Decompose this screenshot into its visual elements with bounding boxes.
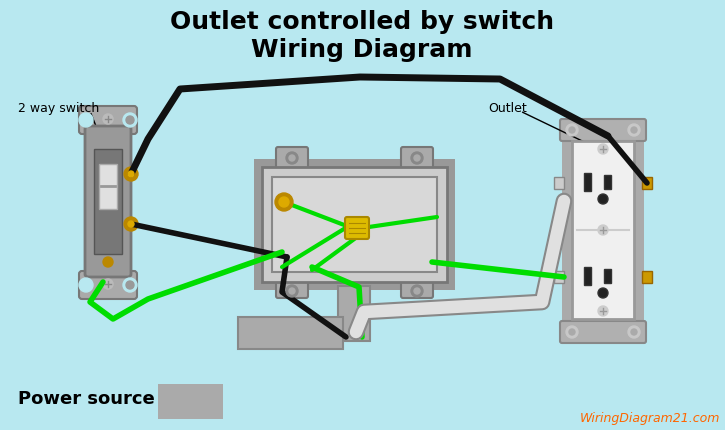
Bar — [572, 141, 634, 319]
Circle shape — [414, 156, 420, 162]
Circle shape — [566, 326, 578, 338]
FancyBboxPatch shape — [560, 120, 646, 141]
Circle shape — [628, 326, 640, 338]
FancyBboxPatch shape — [560, 321, 646, 343]
FancyBboxPatch shape — [401, 276, 433, 298]
Circle shape — [414, 289, 420, 294]
Circle shape — [286, 286, 298, 297]
Bar — [238, 317, 343, 349]
Circle shape — [411, 286, 423, 297]
Bar — [584, 174, 591, 191]
Circle shape — [631, 329, 637, 335]
Circle shape — [123, 114, 137, 128]
Circle shape — [598, 306, 608, 316]
Circle shape — [103, 258, 113, 267]
Bar — [604, 269, 611, 283]
FancyBboxPatch shape — [276, 147, 308, 174]
Bar — [554, 271, 564, 283]
Circle shape — [598, 225, 608, 236]
Bar — [272, 178, 437, 272]
Bar — [99, 165, 117, 209]
Circle shape — [566, 125, 578, 137]
Circle shape — [103, 280, 113, 289]
Text: Power source: Power source — [18, 389, 154, 407]
Bar — [604, 175, 611, 190]
Circle shape — [123, 278, 137, 292]
Bar — [254, 160, 455, 290]
Circle shape — [124, 168, 138, 181]
Circle shape — [79, 114, 93, 128]
Bar — [562, 122, 644, 339]
FancyBboxPatch shape — [401, 147, 433, 174]
Bar — [584, 267, 591, 286]
FancyBboxPatch shape — [79, 107, 137, 135]
Circle shape — [103, 115, 113, 125]
Text: Outlet controlled by switch: Outlet controlled by switch — [170, 10, 554, 34]
Circle shape — [124, 218, 138, 231]
Text: Wiring Diagram: Wiring Diagram — [252, 38, 473, 62]
Text: WiringDiagram21.com: WiringDiagram21.com — [579, 411, 720, 424]
FancyBboxPatch shape — [276, 276, 308, 298]
Circle shape — [128, 172, 134, 178]
Text: Outlet: Outlet — [488, 102, 527, 115]
Text: 2 way switch: 2 way switch — [18, 102, 99, 115]
Bar — [158, 384, 223, 419]
Circle shape — [569, 329, 575, 335]
Bar — [642, 178, 652, 190]
Bar — [262, 168, 447, 283]
FancyBboxPatch shape — [345, 218, 369, 240]
Circle shape — [128, 221, 134, 227]
Bar — [94, 150, 122, 255]
Circle shape — [126, 117, 134, 125]
Bar — [338, 286, 370, 341]
FancyBboxPatch shape — [79, 271, 137, 299]
Circle shape — [279, 197, 289, 208]
Bar — [642, 271, 652, 283]
Circle shape — [289, 289, 295, 294]
Circle shape — [286, 153, 298, 165]
Circle shape — [598, 194, 608, 205]
Circle shape — [411, 153, 423, 165]
Circle shape — [289, 156, 295, 162]
FancyBboxPatch shape — [85, 127, 131, 277]
Circle shape — [598, 144, 608, 155]
Circle shape — [126, 281, 134, 289]
Circle shape — [628, 125, 640, 137]
Circle shape — [569, 128, 575, 134]
Circle shape — [598, 289, 608, 298]
Circle shape — [275, 194, 293, 212]
Circle shape — [79, 278, 93, 292]
Circle shape — [631, 128, 637, 134]
Bar — [554, 178, 564, 190]
